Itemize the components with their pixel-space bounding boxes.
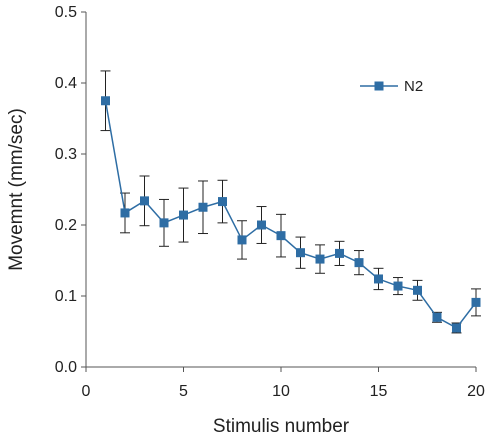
legend-label: N2 xyxy=(404,78,423,95)
data-point xyxy=(393,281,403,291)
data-point xyxy=(120,208,130,218)
legend: N2 xyxy=(360,78,423,95)
y-tick-label: 0.5 xyxy=(55,4,77,21)
data-point xyxy=(159,218,169,228)
y-axis-title: Movemnt (mm/sec) xyxy=(6,108,27,271)
data-point xyxy=(335,248,344,258)
x-tick-label: 0 xyxy=(82,383,91,400)
x-tick-label: 15 xyxy=(370,383,388,400)
y-ticks: 0.0 0.1 0.2 0.3 0.4 0.5 xyxy=(55,4,86,376)
data-point xyxy=(237,235,247,245)
data-point xyxy=(471,297,481,307)
x-tick-label: 10 xyxy=(272,383,290,400)
x-ticks: 0 5 10 15 20 xyxy=(82,367,485,400)
data-point xyxy=(257,220,266,230)
y-tick-label: 0.4 xyxy=(55,75,77,92)
data-point xyxy=(101,96,110,106)
data-point xyxy=(452,323,461,333)
data-point xyxy=(413,285,422,295)
data-point xyxy=(354,258,364,268)
y-tick-label: 0.0 xyxy=(55,359,77,376)
x-axis-title: Stimulis number xyxy=(213,416,350,437)
legend-marker xyxy=(374,81,384,91)
data-point xyxy=(198,202,208,212)
data-point xyxy=(276,231,286,241)
data-point xyxy=(140,196,149,206)
data-point xyxy=(218,197,227,207)
data-point xyxy=(296,248,305,258)
data-point xyxy=(374,274,383,284)
x-tick-label: 20 xyxy=(467,383,485,400)
data-point xyxy=(179,210,188,220)
x-tick-label: 5 xyxy=(179,383,188,400)
y-tick-label: 0.2 xyxy=(55,217,77,234)
data-point xyxy=(315,254,325,264)
series-layer xyxy=(100,70,481,334)
y-tick-label: 0.1 xyxy=(55,288,77,305)
y-tick-label: 0.3 xyxy=(55,146,77,163)
data-point xyxy=(432,312,442,322)
